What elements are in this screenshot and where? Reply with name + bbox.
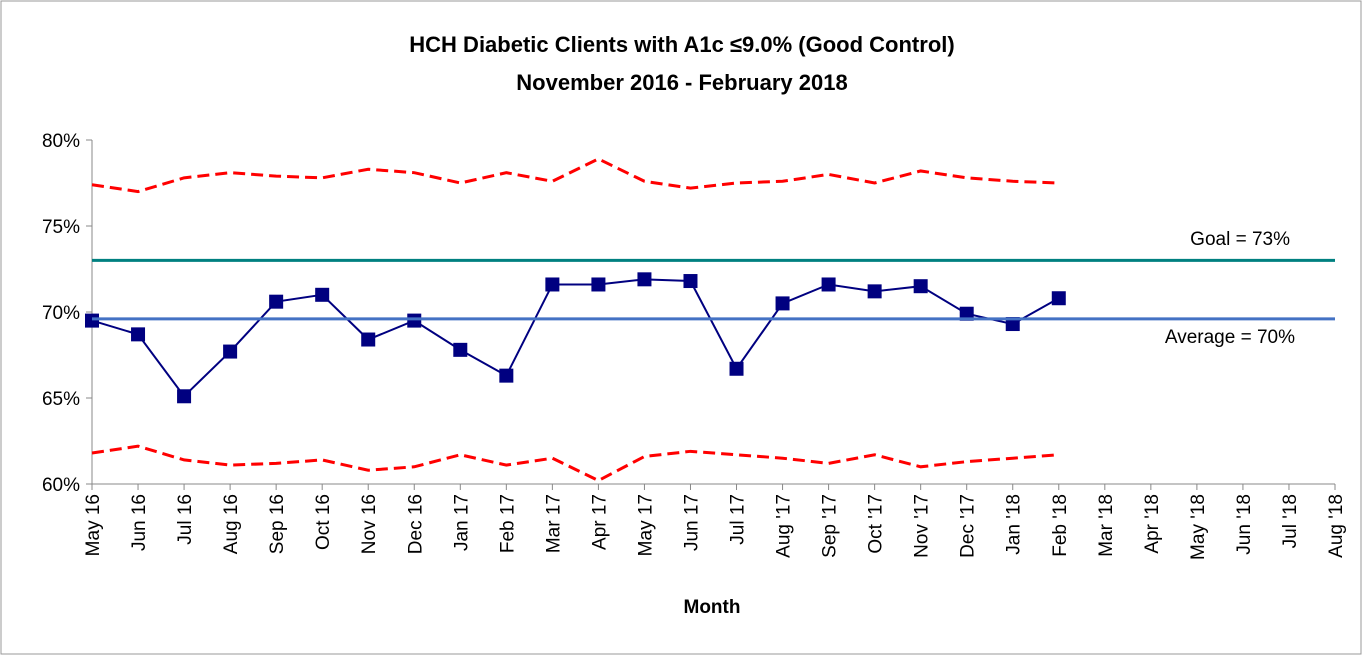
marker — [223, 344, 238, 359]
x-tick-label: Dec '17 — [958, 494, 979, 558]
series-line — [91, 278, 1060, 398]
marker — [867, 284, 882, 299]
x-tick-label: Jun '18 — [1234, 494, 1255, 555]
x-axis-label: Month — [684, 597, 741, 618]
marker — [729, 361, 744, 376]
marker — [637, 272, 652, 287]
marker — [775, 296, 790, 311]
marker — [453, 342, 468, 357]
marker — [545, 277, 560, 292]
average-label: Average = 70% — [1165, 327, 1295, 348]
x-tick-label: Jul 16 — [175, 494, 196, 545]
chart-title: HCH Diabetic Clients with A1c ≤9.0% (Goo… — [409, 32, 954, 57]
marker — [269, 294, 284, 309]
marker — [361, 332, 376, 347]
x-tick-label: Apr 17 — [589, 494, 610, 550]
series-line — [91, 444, 1059, 483]
x-tick-label: Nov '17 — [912, 494, 933, 558]
marker — [1005, 317, 1020, 332]
chart-subtitle: November 2016 - February 2018 — [516, 70, 847, 95]
x-tick-label: Oct '17 — [866, 494, 887, 554]
marker — [177, 389, 192, 404]
x-tick-label: Feb 17 — [497, 494, 518, 553]
x-tick-label: Aug '17 — [774, 494, 795, 558]
goal-label: Goal = 73% — [1190, 229, 1290, 250]
marker — [683, 274, 698, 289]
x-tick-label: Feb '18 — [1050, 494, 1071, 557]
marker — [913, 279, 928, 294]
y-tick-label: 80% — [42, 131, 80, 152]
marker — [315, 287, 330, 302]
marker — [591, 277, 606, 292]
y-tick-label: 70% — [42, 303, 80, 324]
series-line — [91, 157, 1059, 194]
x-tick-label: May '18 — [1188, 494, 1209, 560]
x-tick-label: Jun 17 — [681, 494, 702, 551]
marker — [85, 313, 99, 328]
x-tick-label: Sep '17 — [820, 494, 841, 558]
x-tick-label: Nov 16 — [359, 494, 380, 554]
x-tick-label: Apr '18 — [1142, 494, 1163, 554]
x-tick-label: Jun 16 — [129, 494, 150, 551]
x-tick-label: Sep 16 — [267, 494, 288, 554]
x-tick-label: Jul 17 — [728, 494, 749, 545]
x-tick-label: Jan 17 — [451, 494, 472, 551]
x-tick-label: Mar 17 — [543, 494, 564, 553]
marker — [131, 327, 146, 342]
x-tick-label: Jul '18 — [1280, 494, 1301, 548]
marker — [959, 306, 974, 321]
y-tick-label: 75% — [42, 217, 80, 238]
x-tick-label: Oct 16 — [313, 494, 334, 550]
marker — [499, 368, 514, 383]
x-tick-label: Jan '18 — [1004, 494, 1025, 555]
marker — [821, 277, 836, 292]
marker — [407, 313, 422, 328]
x-tick-label: Dec 16 — [405, 494, 426, 554]
y-tick-label: 60% — [42, 475, 80, 496]
y-tick-label: 65% — [42, 389, 80, 410]
x-tick-label: Mar '18 — [1096, 494, 1117, 557]
x-tick-label: Aug 16 — [221, 494, 242, 554]
x-tick-label: May 17 — [635, 494, 656, 556]
x-tick-label: Aug '18 — [1326, 494, 1347, 558]
marker — [1051, 291, 1066, 306]
x-tick-label: May 16 — [83, 494, 104, 556]
